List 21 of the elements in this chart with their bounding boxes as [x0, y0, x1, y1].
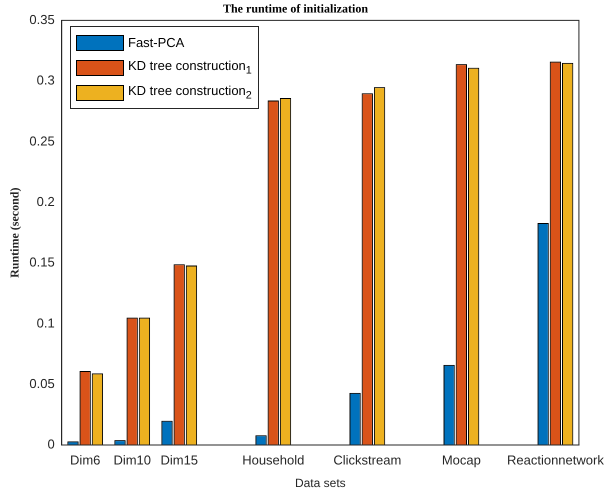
y-tick-label: 0	[47, 436, 55, 452]
y-tick-label: 0.25	[29, 133, 55, 148]
legend-label: Fast-PCA	[128, 35, 184, 50]
x-tick-label: Household	[242, 452, 304, 468]
y-tick-label: 0.1	[36, 315, 55, 330]
y-axis-title: Runtime (second)	[7, 188, 22, 278]
x-tick-label: Dim15	[160, 452, 198, 468]
x-tick-label: Reactionnetwork	[506, 452, 604, 468]
y-tick-label: 0.15	[29, 254, 55, 270]
legend-label: KD tree construction$_{1}$	[128, 58, 252, 77]
y-tick-label: 0.35	[29, 12, 55, 27]
chart-title: The runtime of initialization	[223, 1, 368, 16]
x-axis-title: Data sets	[294, 476, 346, 490]
y-tick-label: 0.3	[36, 72, 55, 88]
x-tick-label: Clickstream	[333, 452, 402, 468]
x-tick-label: Mocap	[442, 452, 481, 468]
y-tick-label: 0.2	[36, 194, 55, 209]
legend-label: KD tree construction$_{2}$	[128, 83, 252, 102]
x-tick-label: Dim10	[113, 452, 152, 468]
x-tick-label: Dim6	[70, 452, 100, 468]
y-tick-label: 0.05	[29, 376, 55, 391]
